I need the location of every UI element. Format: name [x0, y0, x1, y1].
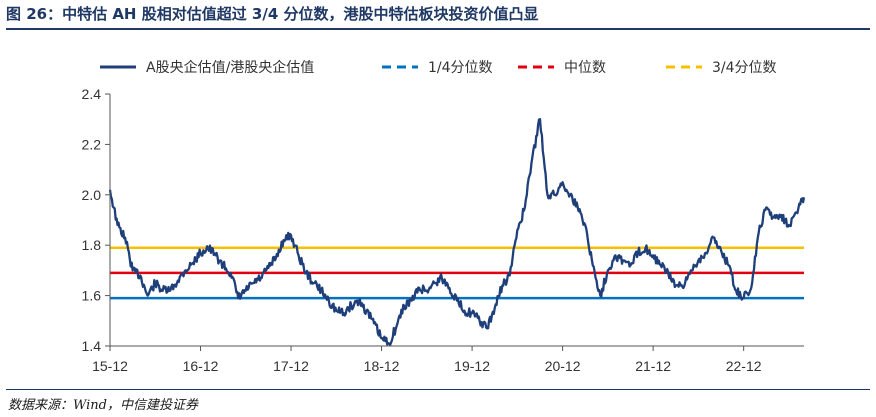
x-tick-label-1: 15-12 — [92, 358, 128, 374]
x-tick-label-3: 17-12 — [273, 358, 309, 374]
legend-label-3: 中位数 — [564, 60, 606, 76]
chart-canvas: A股央企估值/港股央企估值 1/4分位数 中位数 3/4分位数 1.4 1.6 1.8 2.… — [82, 59, 806, 374]
y-tick-label-3: 1.8 — [82, 237, 102, 253]
main-series-group — [108, 118, 806, 347]
x-tick-label-4: 18-12 — [364, 358, 400, 374]
legend-label-1: A股央企估值/港股央企估值 — [146, 59, 314, 76]
y-tick-label-1: 1.4 — [82, 338, 102, 354]
x-tick-label-7: 21-12 — [635, 358, 671, 374]
x-tick-label-5: 19-12 — [454, 358, 490, 374]
series-line-main — [108, 118, 806, 347]
y-tick-label-2: 1.6 — [82, 288, 102, 304]
data-source-note: 数据来源：Wind，中信建投证券 — [8, 398, 198, 413]
legend-label-4: 3/4分位数 — [712, 60, 777, 76]
title-divider — [6, 28, 870, 30]
source-divider — [6, 389, 870, 390]
y-tick-label-5: 2.2 — [82, 136, 102, 152]
axes: 1.4 1.6 1.8 2.0 2.2 2.4 15-12 16-12 17-12 18-12 19… — [82, 86, 804, 374]
legend: A股央企估值/港股央企估值 1/4分位数 中位数 3/4分位数 — [100, 59, 777, 76]
y-tick-label-6: 2.4 — [82, 86, 102, 102]
x-tick-label-8: 22-12 — [726, 358, 762, 374]
y-tick-label-4: 2.0 — [82, 187, 102, 203]
x-tick-label-6: 20-12 — [545, 358, 581, 374]
figure-title: 图 26：中特估 AH 股相对估值超过 3/4 分位数，港股中特估板块投资价值凸… — [6, 5, 539, 23]
legend-label-2: 1/4分位数 — [428, 60, 493, 76]
x-tick-label-2: 16-12 — [183, 358, 219, 374]
